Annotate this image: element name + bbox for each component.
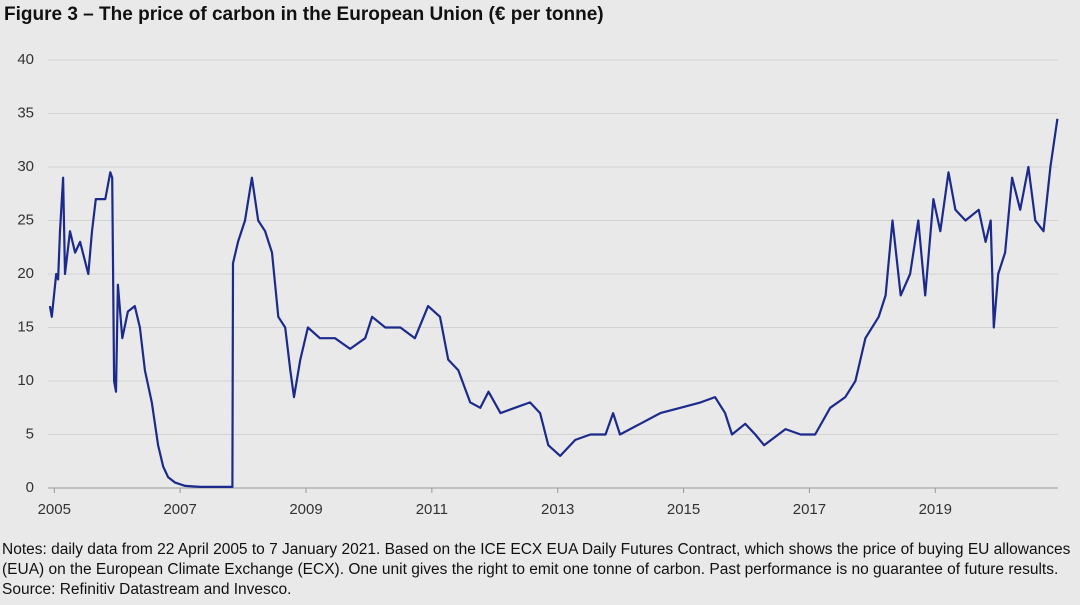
- y-tick-label: 30: [17, 158, 34, 175]
- y-tick-label: 5: [26, 425, 34, 442]
- x-tick-label: 2019: [919, 501, 952, 518]
- x-tick-label: 2013: [541, 501, 574, 518]
- notes: Notes: daily data from 22 April 2005 to …: [2, 541, 1071, 598]
- x-tick-label: 2017: [793, 501, 826, 518]
- chart: 0 5 10 15 20 25 30 35 40 2005 2007 2009 2011 2013 2015…: [17, 51, 1059, 518]
- y-tick-label: 10: [17, 372, 34, 389]
- y-tick-label: 20: [17, 265, 34, 282]
- y-tick-label: 25: [17, 211, 34, 228]
- x-tick-label: 2015: [667, 501, 700, 518]
- x-tick-label: 2007: [163, 501, 196, 518]
- y-tick-label: 15: [17, 318, 34, 335]
- chart-title: Figure 3 – The price of carbon in the Eu…: [4, 4, 604, 25]
- x-tick-label: 2009: [289, 501, 322, 518]
- x-tick-label: 2005: [38, 501, 71, 518]
- y-tick-label: 40: [17, 51, 34, 68]
- y-tick-label: 35: [17, 104, 34, 121]
- price-line: [48, 118, 1059, 488]
- y-tick-label: 0: [26, 479, 34, 496]
- x-tick-label: 2011: [416, 501, 448, 518]
